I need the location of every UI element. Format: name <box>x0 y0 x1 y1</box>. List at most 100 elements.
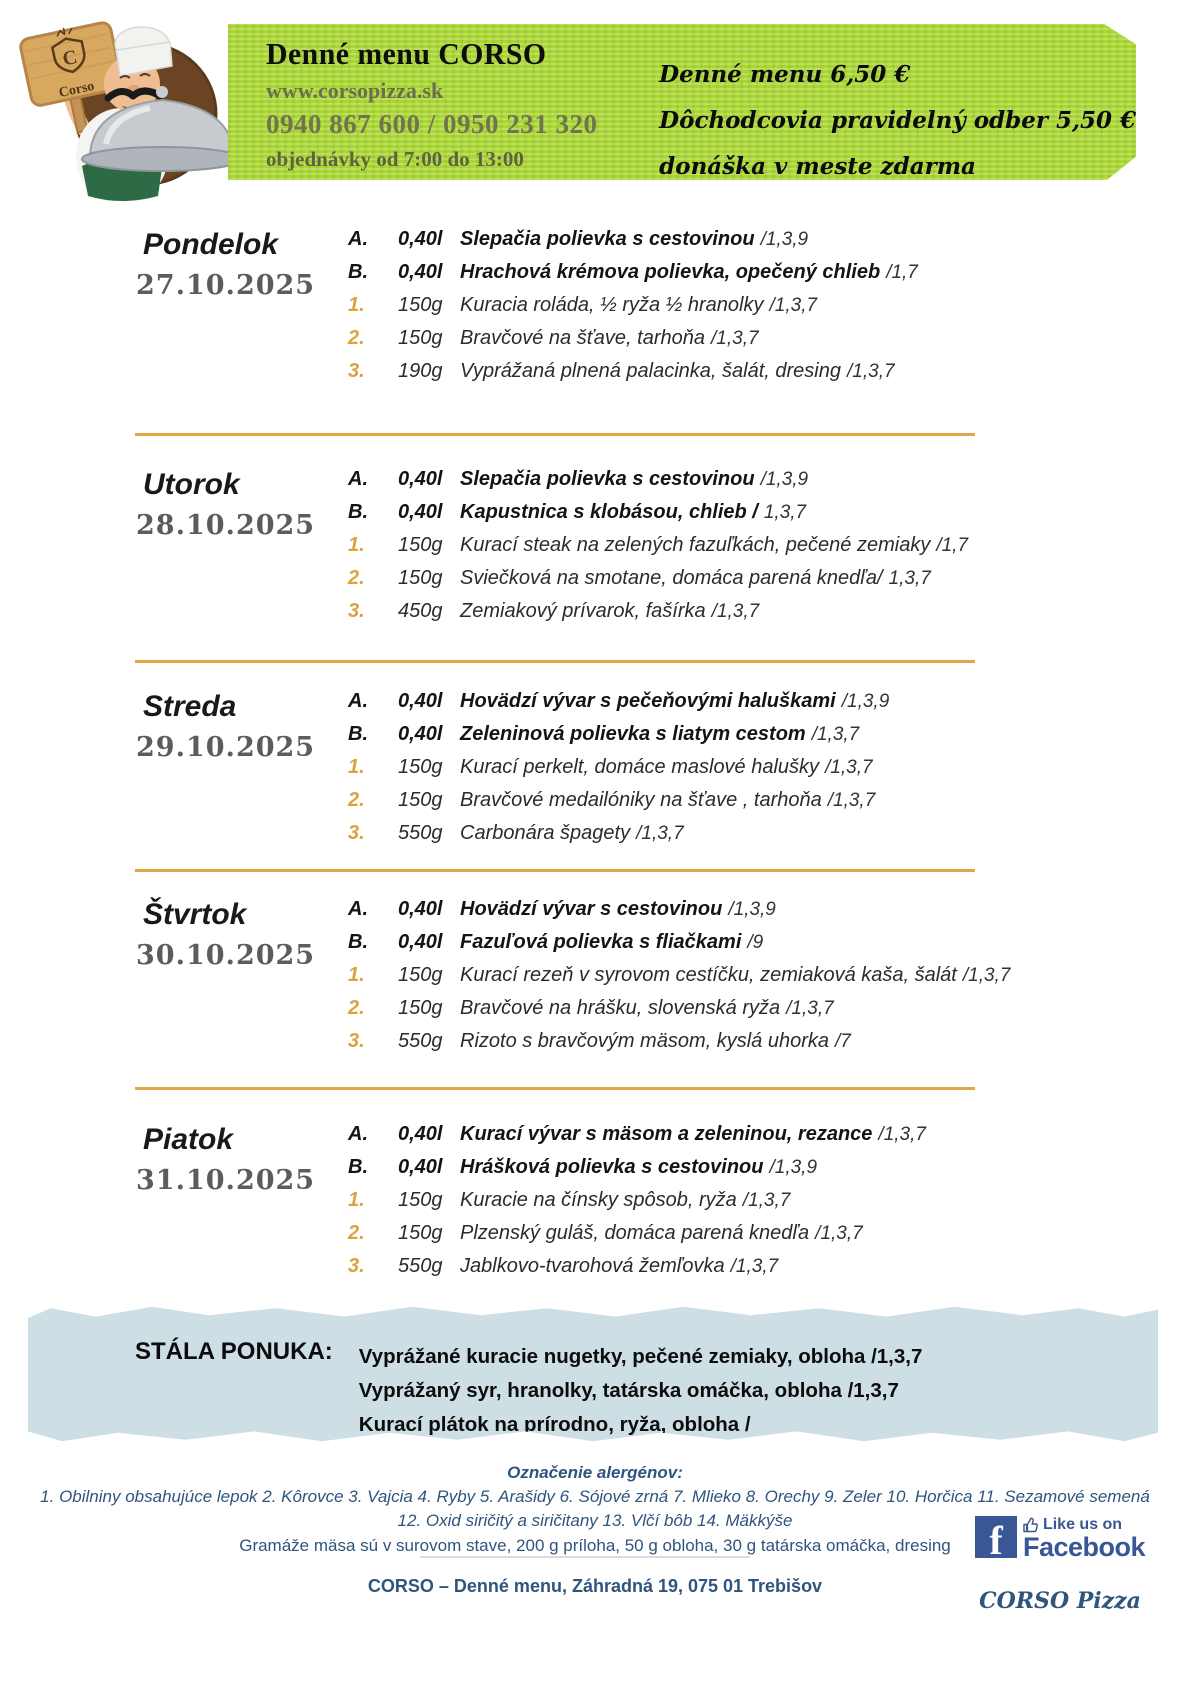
item-name: Kurací perkelt, domáce maslové halušky <box>460 756 820 778</box>
standing-offer-item: Vyprážané kuracie nugetky, pečené zemiak… <box>358 1345 923 1368</box>
item-portion: 150g <box>398 756 443 778</box>
item-label: 3. <box>348 600 365 622</box>
item-label: 1. <box>348 534 365 556</box>
item-name: Hovädzí vývar s cestovinou <box>460 898 723 920</box>
menu-row: A. 0,40l Kurací vývar s mäsom a zelenino… <box>348 1123 1178 1156</box>
menu-row: 3. 450g Zemiakový prívarok, fašírka /1,3… <box>348 600 1178 633</box>
menu-row: 3. 190g Vyprážaná plnená palacinka, šalá… <box>348 360 1178 393</box>
thumbs-up-icon <box>1023 1517 1038 1533</box>
item-allergens: /1,7 <box>936 535 969 556</box>
item-label: 1. <box>348 964 365 986</box>
item-allergens: /1,3,7 <box>811 724 860 745</box>
item-portion: 0,40l <box>398 468 443 490</box>
item-allergens: /1,3,7 <box>815 1223 863 1244</box>
menu-row: B. 0,40l Hrášková polievka s cestovinou … <box>348 1156 1178 1189</box>
item-portion: 550g <box>398 1255 443 1277</box>
item-label: B. <box>348 501 368 523</box>
item-portion: 0,40l <box>398 261 443 283</box>
day-name: Pondelok <box>143 228 279 261</box>
section-divider <box>135 660 975 663</box>
item-name: Slepačia polievka s cestovinou <box>460 468 755 490</box>
item-allergens: /7 <box>835 1031 851 1052</box>
day-menu-rows: A. 0,40l Kurací vývar s mäsom a zelenino… <box>348 1123 1178 1288</box>
item-allergens: /1,3,9 <box>841 691 890 712</box>
item-allergens: /1,3,7 <box>878 1124 926 1145</box>
day-menu-rows: A. 0,40l Hovädzí vývar s cestovinou /1,3… <box>348 898 1178 1063</box>
standing-offer-box: STÁLA PONUKA: Vyprážané kuracie nugetky,… <box>28 1306 1158 1442</box>
facebook-f-icon[interactable]: f <box>975 1516 1017 1558</box>
standing-offer-item: Kurací plátok na prírodno, ryža, obloha … <box>358 1413 751 1436</box>
item-allergens: /1,3,7 <box>636 823 684 844</box>
facebook-badge[interactable]: f Like us on Facebook <box>975 1516 1146 1563</box>
item-allergens: /1,3,9 <box>769 1157 818 1178</box>
section-divider <box>135 1087 975 1090</box>
item-allergens: /1,3,9 <box>760 469 809 490</box>
menu-row: 2. 150g Bravčové na šťave, tarhoňa /1,3,… <box>348 327 1178 360</box>
item-name: Rizoto s bravčovým mäsom, kyslá uhorka <box>460 1030 830 1052</box>
item-portion: 150g <box>398 997 443 1019</box>
price-line-seniors: Dôchodcovia pravidelný odber 5,50 € <box>659 107 1136 134</box>
item-name: Sviečková na smotane, domáca parená kned… <box>460 567 883 589</box>
menu-row: 2. 150g Plzenský guláš, domáca parená kn… <box>348 1222 1178 1255</box>
item-portion: 550g <box>398 1030 443 1052</box>
menu-row: B. 0,40l Fazuľová polievka s fliačkami /… <box>348 931 1178 964</box>
footer-address: CORSO – Denné menu, Záhradná 19, 075 01 … <box>367 1576 823 1596</box>
item-label: 3. <box>348 822 365 844</box>
item-portion: 150g <box>398 294 443 316</box>
standing-offer-item: Vyprážaný syr, hranolky, tatárska omáčka… <box>358 1379 899 1402</box>
item-label: A. <box>348 228 368 250</box>
menu-row: B. 0,40l Hrachová krémova polievka, opeč… <box>348 261 1178 294</box>
item-name: Hrachová krémova polievka, opečený chlie… <box>460 261 881 283</box>
item-allergens: 1,3,7 <box>888 568 931 589</box>
item-portion: 150g <box>398 1222 443 1244</box>
item-portion: 150g <box>398 964 443 986</box>
item-name: Plzenský guláš, domáca parená knedľa <box>460 1222 810 1244</box>
item-label: 2. <box>348 789 365 811</box>
menu-row: A. 0,40l Slepačia polievka s cestovinou … <box>348 468 1178 501</box>
item-allergens: /1,3,7 <box>962 965 1011 986</box>
menu-row: 3. 550g Rizoto s bravčovým mäsom, kyslá … <box>348 1030 1178 1063</box>
item-portion: 0,40l <box>398 501 443 523</box>
item-portion: 550g <box>398 822 443 844</box>
day-date: 30.10.2025 <box>136 940 316 971</box>
item-portion: 0,40l <box>398 898 443 920</box>
item-label: 2. <box>348 1222 365 1244</box>
corso-pizza-script: CORSO Pizza <box>979 1588 1141 1614</box>
item-allergens: /1,3,7 <box>711 328 759 349</box>
item-allergens: /9 <box>747 932 764 953</box>
item-name: Bravčové medailóniky na šťave , tarhoňa <box>460 789 822 811</box>
item-label: A. <box>348 1123 368 1145</box>
item-label: 3. <box>348 1030 365 1052</box>
section-divider <box>135 433 975 436</box>
menu-row: 3. 550g Carbonára špagety /1,3,7 <box>348 822 1178 855</box>
item-name: Carbonára špagety <box>460 822 631 844</box>
facebook-like-text: Like us on <box>1042 1516 1123 1533</box>
item-name: Kurací steak na zelených fazuľkách, peče… <box>460 534 931 556</box>
item-name: Zeleninová polievka s liatym cestom <box>460 723 806 745</box>
order-hours: objednávky od 7:00 do 13:00 <box>266 147 524 171</box>
item-allergens: 1,3,7 <box>763 502 807 523</box>
menu-row: 2. 150g Bravčové medailóniky na šťave , … <box>348 789 1178 822</box>
menu-row: 3. 550g Jablkovo-tvarohová žemľovka /1,3… <box>348 1255 1178 1288</box>
item-portion: 150g <box>398 534 443 556</box>
item-portion: 0,40l <box>398 228 443 250</box>
item-allergens: /1,3,7 <box>825 757 873 778</box>
price-info: Denné menu 6,50 € Dôchodcovia pravidelný… <box>627 24 1136 180</box>
standing-offer-label: STÁLA PONUKA: <box>135 1338 333 1365</box>
allergen-line-2: 12. Oxid siričitý a siričitany 13. Vlčí … <box>397 1511 793 1530</box>
phone-numbers: 0940 867 600 / 0950 231 320 <box>266 109 598 139</box>
allergen-title: Označenie alergénov: <box>507 1463 683 1482</box>
facebook-wordmark: Facebook <box>1022 1532 1146 1562</box>
item-portion: 0,40l <box>398 1156 443 1178</box>
menu-row: 2. 150g Bravčové na hrášku, slovenská ry… <box>348 997 1178 1030</box>
website-text: www.corsopizza.sk <box>266 78 444 103</box>
day-name: Utorok <box>143 468 240 501</box>
banner-title: Denné menu CORSO <box>266 36 547 71</box>
menu-row: B. 0,40l Kapustnica s klobásou, chlieb /… <box>348 501 1178 534</box>
item-label: 1. <box>348 756 365 778</box>
item-portion: 450g <box>398 600 443 622</box>
item-label: B. <box>348 1156 368 1178</box>
item-name: Kapustnica s klobásou, chlieb / <box>460 501 758 523</box>
item-name: Kurací rezeň v syrovom cestíčku, zemiako… <box>460 964 957 986</box>
